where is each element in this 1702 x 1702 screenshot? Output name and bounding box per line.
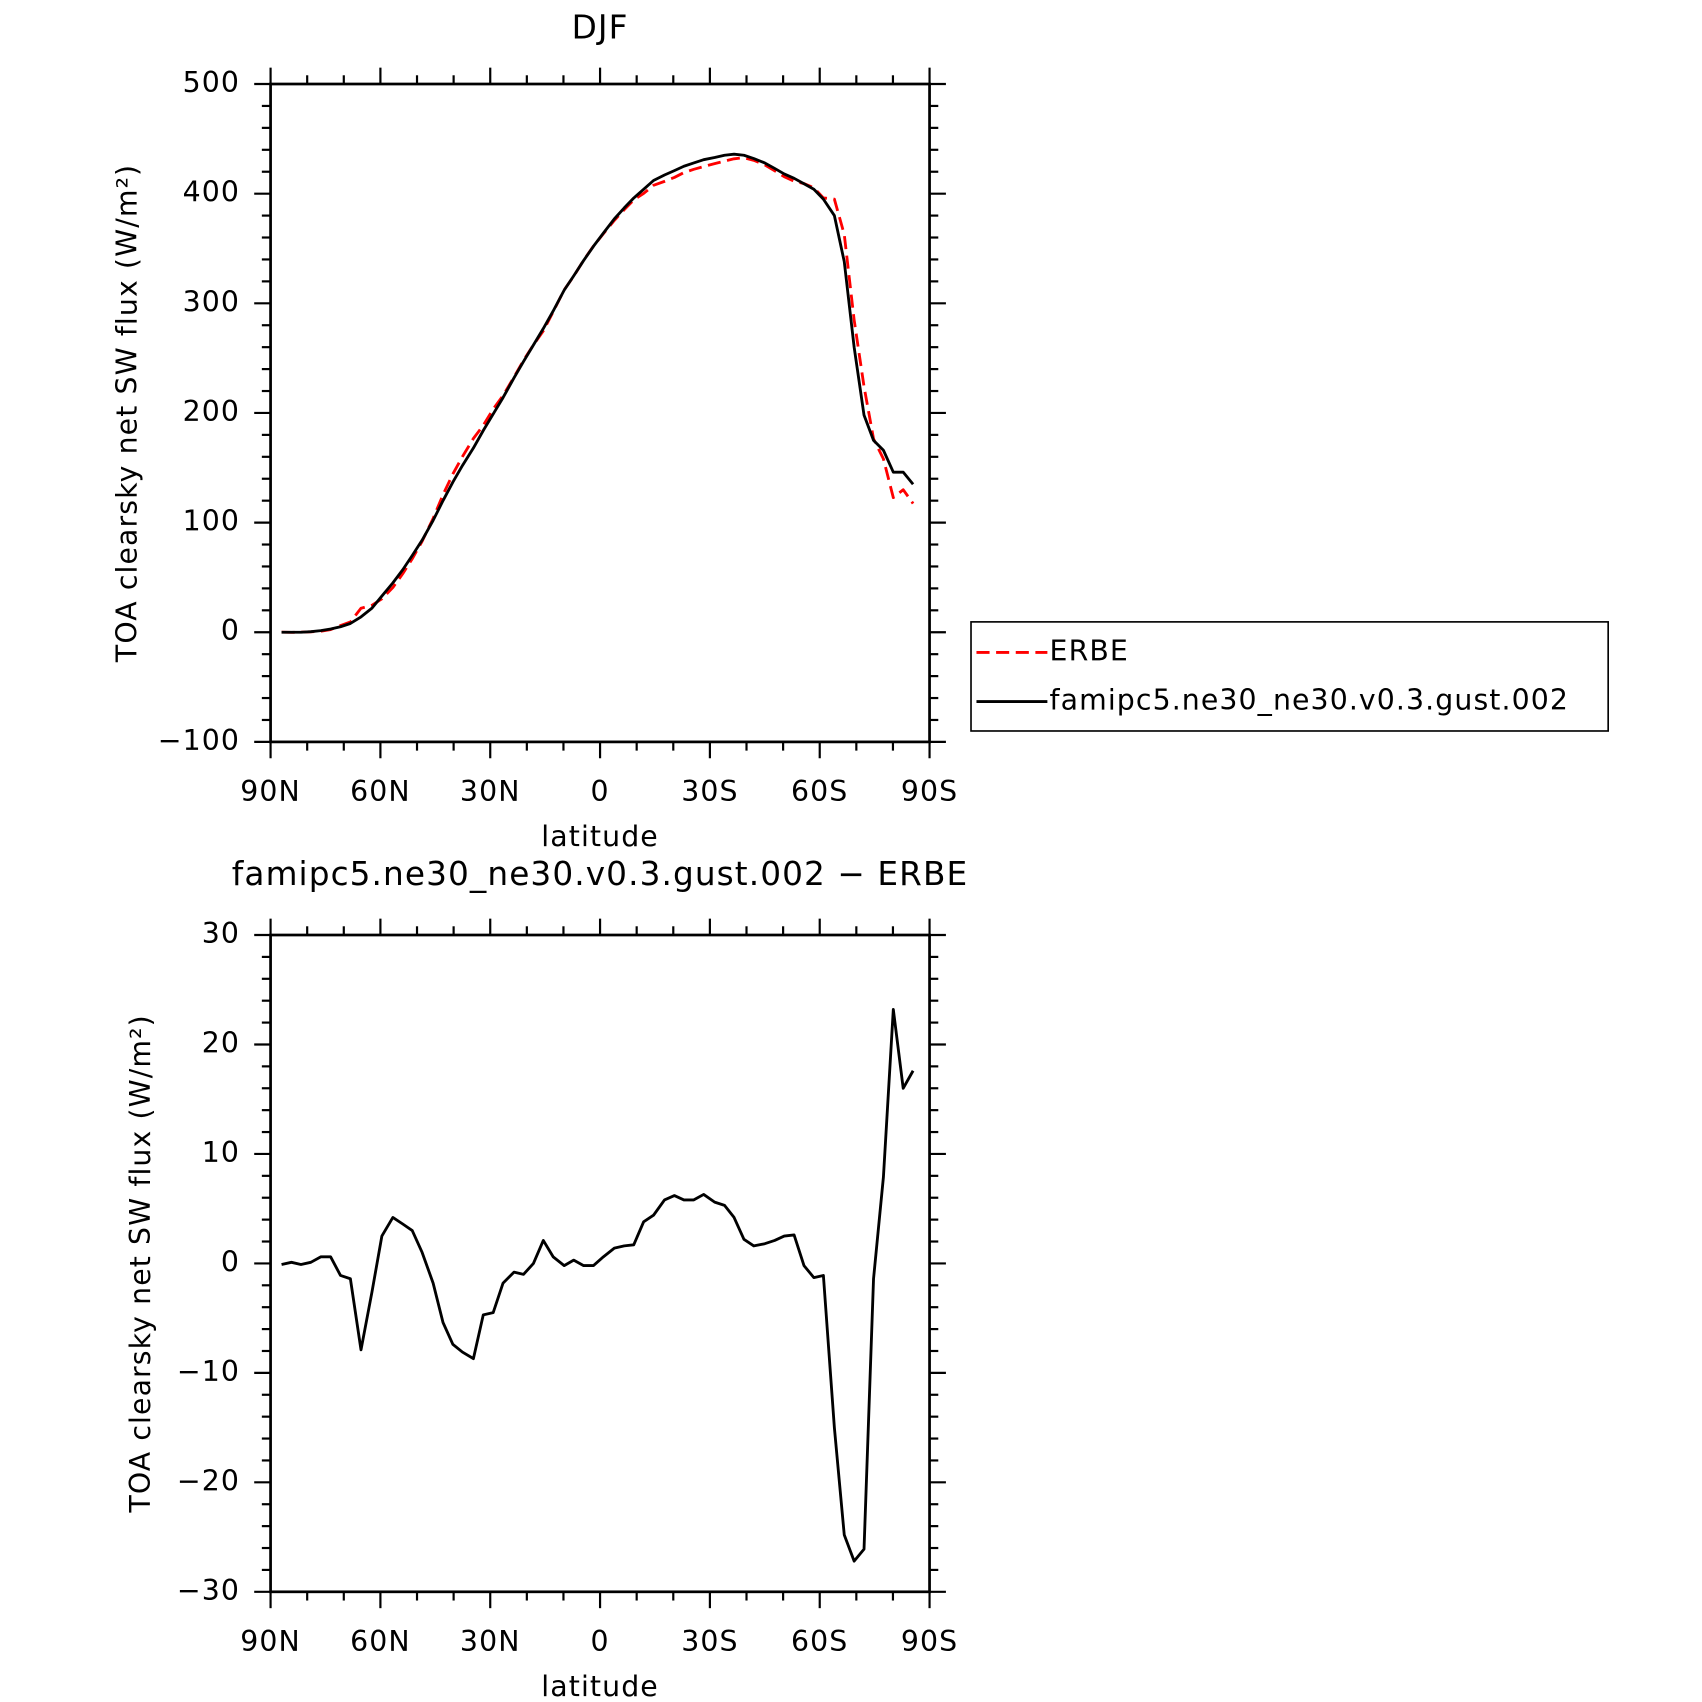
legend-label: famipc5.ne30_ne30.v0.3.gust.002 (1050, 684, 1569, 717)
x-axis-label: latitude (541, 1670, 659, 1702)
y-tick-label: 200 (183, 395, 240, 428)
x-tick-label: 30N (460, 775, 521, 808)
y-tick-label: 0 (221, 1245, 240, 1278)
y-tick-label: 100 (183, 505, 240, 538)
y-tick-label: −10 (177, 1355, 240, 1388)
y-tick-label: 20 (202, 1026, 240, 1059)
y-tick-label: 0 (221, 614, 240, 647)
chart-title: famipc5.ne30_ne30.v0.3.gust.002 − ERBE (232, 855, 969, 893)
y-tick-label: 400 (183, 176, 240, 209)
plot-frame (269, 933, 931, 1594)
y-tick-label: 500 (183, 66, 240, 99)
x-tick-label: 60N (350, 1625, 411, 1658)
plot-frame (269, 82, 931, 744)
legend-label: ERBE (1050, 634, 1129, 667)
chart-title: DJF (572, 8, 629, 46)
x-tick-label: 90S (901, 775, 958, 808)
x-tick-label: 60S (791, 775, 848, 808)
x-tick-label: 60S (791, 1625, 848, 1658)
y-tick-label: 300 (183, 285, 240, 318)
legend-box (970, 621, 1609, 732)
x-tick-label: 30S (681, 1625, 738, 1658)
x-tick-label: 0 (590, 1625, 609, 1658)
data-line (281, 152, 915, 634)
y-axis-label: TOA clearsky net SW flux (W/m²) (124, 1014, 157, 1513)
data-line (281, 156, 915, 634)
x-tick-label: 90N (240, 775, 301, 808)
y-tick-label: −30 (177, 1574, 240, 1607)
x-tick-label: 60N (350, 775, 411, 808)
x-tick-label: 90S (901, 1625, 958, 1658)
y-tick-label: 30 (202, 917, 240, 950)
x-tick-label: 30N (460, 1625, 521, 1658)
data-line (281, 1008, 915, 1563)
y-axis-label: TOA clearsky net SW flux (W/m²) (111, 164, 144, 663)
x-tick-label: 0 (590, 775, 609, 808)
y-tick-label: −100 (158, 724, 240, 757)
x-axis-label: latitude (541, 820, 659, 853)
x-tick-label: 30S (681, 775, 738, 808)
x-tick-label: 90N (240, 1625, 301, 1658)
y-tick-label: 10 (202, 1136, 240, 1169)
y-tick-label: −20 (177, 1464, 240, 1497)
